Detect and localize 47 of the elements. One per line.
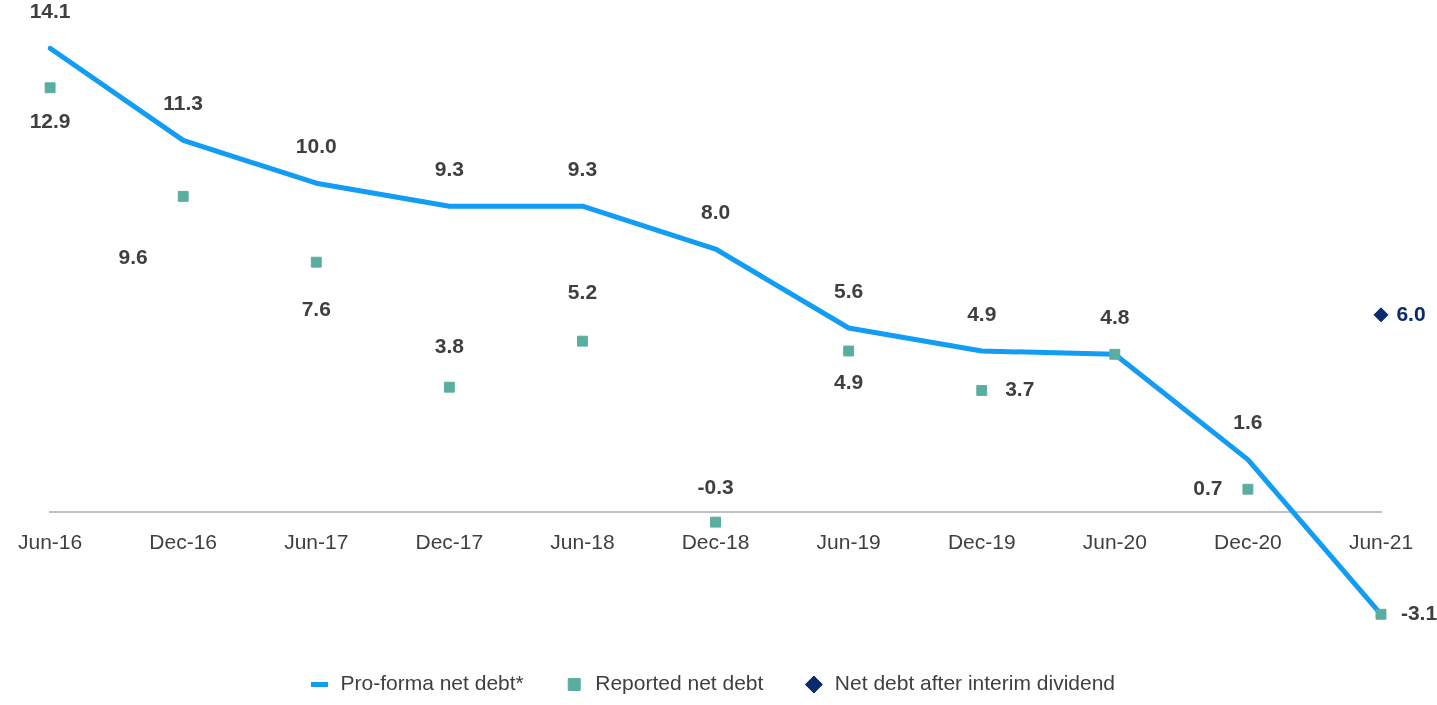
data-label: 11.3	[163, 91, 204, 115]
x-tick-label: Jun-17	[284, 529, 349, 553]
x-tick-label: Dec-20	[1214, 529, 1282, 553]
data-label: 9.3	[434, 157, 464, 181]
data-label: 5.6	[834, 278, 864, 302]
data-label: 6.0	[1396, 301, 1426, 325]
legend-label: Reported net debt	[595, 671, 764, 695]
data-label: 1.6	[1233, 410, 1263, 434]
point	[843, 345, 855, 357]
data-label: 0.7	[1193, 476, 1223, 500]
x-tick-label: Jun-18	[550, 529, 615, 553]
x-tick-label: Dec-19	[947, 529, 1016, 553]
data-label: 9.6	[118, 245, 148, 269]
data-label: 3.7	[1005, 377, 1035, 401]
point	[310, 256, 322, 268]
x-tick-label: Jun-21	[1348, 529, 1414, 553]
data-label: 8.0	[700, 199, 731, 223]
x-tick-label: Jun-16	[18, 529, 83, 553]
x-tick-label: Dec-18	[681, 529, 750, 553]
x-tick-label: Jun-19	[816, 529, 881, 553]
data-label: 4.9	[834, 369, 864, 393]
legend-label: Pro-forma net debt*	[340, 671, 524, 695]
legend-label: Net debt after interim dividend	[834, 671, 1116, 695]
data-label: 3.8	[434, 334, 465, 358]
data-label: 4.9	[967, 301, 997, 325]
point	[44, 82, 56, 94]
point	[1375, 608, 1387, 620]
data-label: -3.1	[1400, 601, 1437, 625]
data-label: 14.1	[29, 0, 71, 23]
point	[443, 381, 455, 393]
data-label: 9.3	[567, 157, 598, 181]
point	[1242, 483, 1254, 495]
point	[1373, 307, 1389, 323]
x-tick-label: Dec-17	[415, 529, 484, 553]
point	[710, 516, 721, 528]
x-tick-label: Jun-20	[1082, 529, 1147, 553]
point	[1109, 348, 1121, 360]
point	[976, 385, 988, 396]
point	[177, 190, 189, 202]
data-label: 4.8	[1100, 305, 1130, 329]
data-label: 7.6	[301, 296, 331, 320]
x-tick-label: Dec-16	[149, 529, 218, 553]
data-label: -0.3	[697, 474, 734, 498]
data-label: 12.9	[29, 108, 71, 132]
point	[577, 335, 588, 347]
data-label: 5.2	[567, 279, 598, 303]
data-label: 10.0	[295, 134, 337, 157]
